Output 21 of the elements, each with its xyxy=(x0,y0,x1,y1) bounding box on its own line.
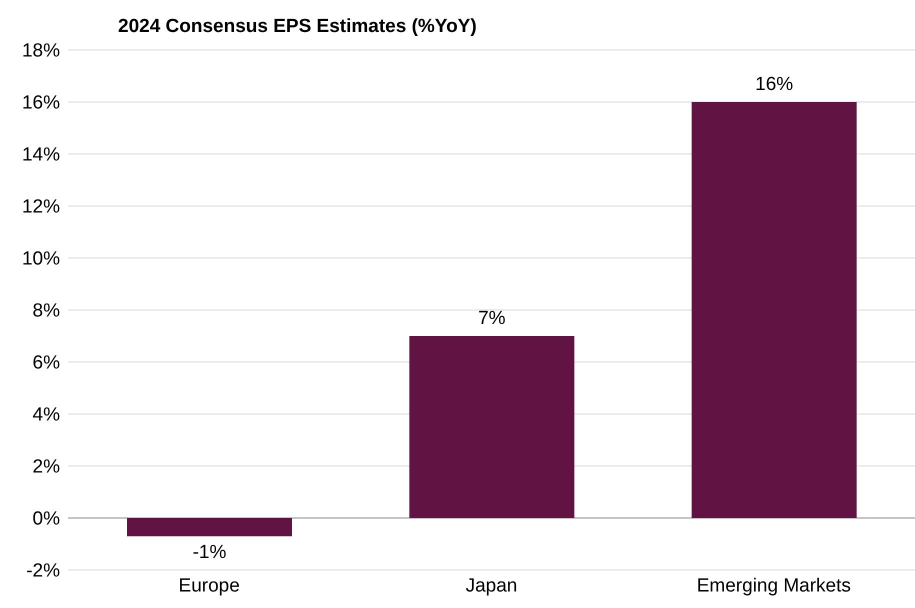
x-tick-label: Emerging Markets xyxy=(696,575,851,596)
y-tick-label: 14% xyxy=(22,144,60,166)
y-tick-label: 6% xyxy=(32,352,60,374)
y-tick-label: 0% xyxy=(32,508,60,530)
y-tick-label: -2% xyxy=(26,560,60,582)
y-tick-label: 4% xyxy=(32,404,60,426)
chart-title: 2024 Consensus EPS Estimates (%YoY) xyxy=(118,16,477,38)
data-label: -1% xyxy=(192,542,226,564)
data-label: 16% xyxy=(755,74,794,95)
x-tick-label: Japan xyxy=(466,575,518,596)
y-tick-label: 8% xyxy=(32,300,60,322)
x-tick-label: Europe xyxy=(178,575,240,596)
bar xyxy=(127,518,292,536)
y-tick-label: 16% xyxy=(22,92,60,114)
bar xyxy=(692,102,857,518)
y-tick-label: 2% xyxy=(32,456,60,478)
y-tick-label: 10% xyxy=(22,248,60,270)
y-tick-label: 12% xyxy=(22,196,60,218)
y-tick-label: 18% xyxy=(22,40,60,62)
data-label: 7% xyxy=(478,308,506,329)
bar xyxy=(409,336,574,518)
